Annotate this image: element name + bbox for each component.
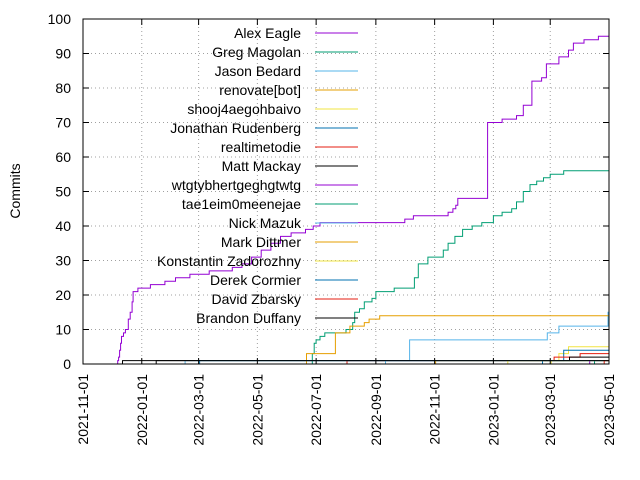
y-axis: 0 10 20 30 40 50 60 70 80 90 100 bbox=[48, 11, 609, 372]
x-tick-label: 2022-01-01 bbox=[134, 374, 150, 446]
series-line bbox=[305, 315, 609, 365]
legend-label: Nick Mazuk bbox=[229, 215, 302, 231]
series-line bbox=[434, 360, 609, 365]
x-tick-label: 2023-05-01 bbox=[601, 374, 617, 446]
legend-label: renovate[bot] bbox=[219, 82, 301, 98]
legend-label: Greg Magolan bbox=[212, 44, 301, 60]
legend-label: tae1eim0meenejae bbox=[182, 196, 301, 212]
y-tick-label: 70 bbox=[55, 115, 71, 131]
x-tick-label: 2023-01-01 bbox=[485, 374, 501, 446]
y-tick-label: 100 bbox=[48, 11, 72, 27]
series-line bbox=[117, 35, 609, 364]
y-tick-label: 20 bbox=[55, 287, 71, 303]
series-line bbox=[593, 360, 609, 365]
x-axis: 2021-11-01 2022-01-01 2022-03-01 2022-05-01… bbox=[75, 19, 617, 446]
x-tick-label: 2022-05-01 bbox=[249, 374, 265, 446]
series-line bbox=[588, 360, 609, 365]
x-tick-label: 2023-03-01 bbox=[542, 374, 558, 446]
x-tick-label: 2021-11-01 bbox=[75, 374, 91, 445]
legend-label: Alex Eagle bbox=[234, 25, 301, 41]
legend-label: Mark Dittmer bbox=[221, 234, 301, 250]
y-tick-label: 50 bbox=[55, 184, 71, 200]
y-tick-label: 40 bbox=[55, 218, 71, 234]
grid-lines bbox=[83, 19, 609, 364]
y-tick-label: 60 bbox=[55, 149, 71, 165]
legend-label: Konstantin Zadorozhny bbox=[157, 253, 301, 269]
x-tick-label: 2022-09-01 bbox=[368, 374, 384, 446]
legend: Alex Eagle Greg Magolan Jason Bedard renova… bbox=[157, 25, 358, 326]
legend-label: shooj4aegohbaivo bbox=[187, 101, 301, 117]
legend-label: Jonathan Rudenberg bbox=[170, 120, 301, 136]
series-line bbox=[198, 360, 609, 365]
series-line bbox=[311, 170, 609, 365]
series-line bbox=[346, 353, 609, 365]
series-line bbox=[603, 360, 609, 365]
legend-label: wtgtybhertgeghgtwtg bbox=[171, 177, 301, 193]
y-axis-label: Commits bbox=[7, 163, 23, 218]
y-tick-label: 30 bbox=[55, 253, 71, 269]
y-tick-label: 90 bbox=[55, 46, 71, 62]
legend-label: Derek Cormier bbox=[210, 272, 301, 288]
x-tick-label: 2022-11-01 bbox=[427, 374, 443, 445]
series-line bbox=[384, 360, 609, 365]
legend-label: Jason Bedard bbox=[215, 63, 301, 79]
legend-label: David Zbarsky bbox=[212, 291, 301, 307]
x-tick-label: 2022-03-01 bbox=[191, 374, 207, 446]
y-tick-label: 10 bbox=[55, 322, 71, 338]
legend-label: realtimetodie bbox=[221, 139, 301, 155]
x-tick-label: 2022-07-01 bbox=[308, 374, 324, 446]
series-line bbox=[155, 360, 609, 365]
legend-label: Matt Mackay bbox=[222, 158, 301, 174]
legend-label: Brandon Duffany bbox=[196, 310, 301, 326]
series-line bbox=[506, 360, 609, 365]
y-tick-label: 80 bbox=[55, 80, 71, 96]
y-tick-label: 0 bbox=[63, 356, 71, 372]
